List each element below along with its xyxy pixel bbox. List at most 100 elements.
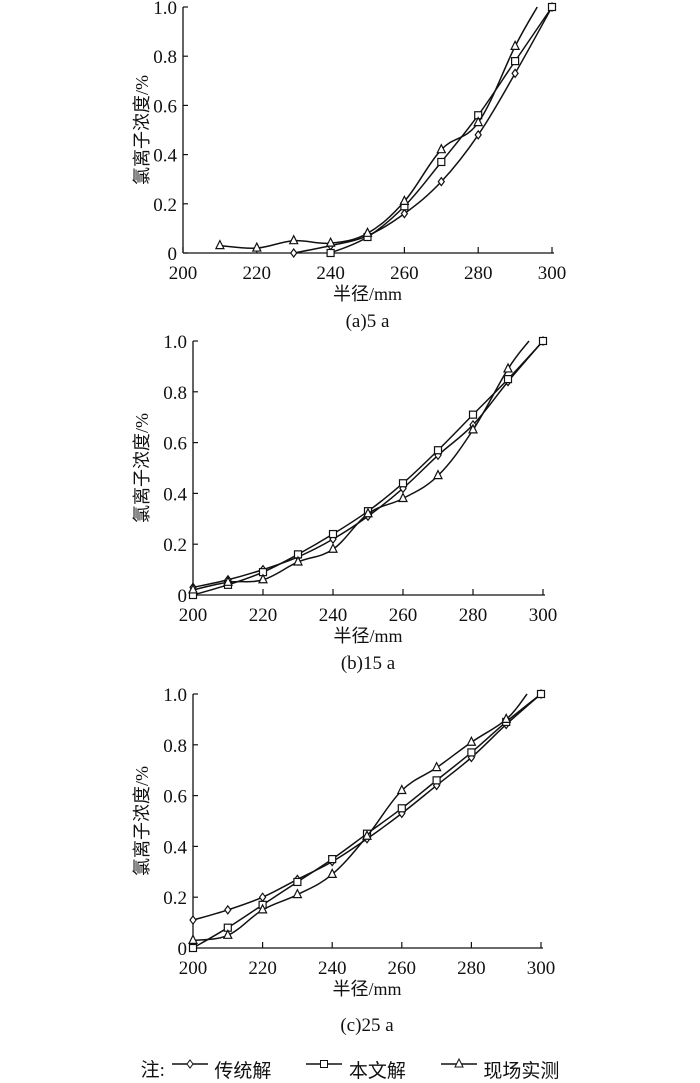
data-point-traditional bbox=[189, 915, 197, 926]
y-tick-label: 0.6 bbox=[163, 787, 187, 808]
y-tick-label: 0 bbox=[178, 939, 188, 960]
x-tick-label: 300 bbox=[527, 958, 556, 979]
data-point-this-paper bbox=[536, 689, 546, 699]
data-point-field-measured bbox=[431, 761, 442, 772]
y-tick-label: 0 bbox=[178, 586, 188, 607]
data-point-this-paper bbox=[538, 336, 548, 346]
chart-panel-3: 200 220 240 260 280 300 0 0.2 0.4 0.6 0.8 1.0 半径/mm (… bbox=[132, 685, 555, 1036]
data-point-this-paper bbox=[433, 446, 443, 455]
data-point-traditional bbox=[511, 68, 519, 79]
data-point-field-measured bbox=[363, 507, 373, 518]
panel-caption: (b)15 a bbox=[341, 653, 396, 674]
chart-panel-2: 200 220 240 260 280 300 0 0.2 0.4 0.6 0.8 1.0 半径/mm (… bbox=[132, 332, 557, 674]
data-point-field-measured bbox=[251, 241, 262, 252]
data-point-field-measured bbox=[362, 226, 373, 237]
y-tick-label: 1.0 bbox=[163, 332, 187, 353]
triangle-marker-icon bbox=[440, 1057, 477, 1068]
data-point-field-measured bbox=[473, 116, 484, 127]
legend-label: 传统解 bbox=[214, 1061, 272, 1083]
series-line-field-measured bbox=[192, 340, 530, 591]
series-line-traditional bbox=[192, 340, 544, 589]
panel-caption: (a)5 a bbox=[346, 311, 390, 332]
y-tick-label: 0.2 bbox=[153, 195, 177, 216]
legend-item-traditional: 传统解 bbox=[170, 1054, 272, 1083]
data-point-this-paper bbox=[328, 529, 338, 539]
x-tick-label: 260 bbox=[390, 263, 419, 284]
data-point-this-paper bbox=[468, 410, 478, 419]
data-point-this-paper bbox=[188, 943, 198, 953]
x-axis-label: 半径/mm bbox=[332, 979, 401, 999]
y-tick-label: 0.6 bbox=[163, 434, 187, 455]
data-point-this-paper bbox=[467, 748, 476, 757]
x-tick-label: 260 bbox=[388, 958, 417, 979]
data-point-this-paper bbox=[437, 157, 446, 167]
data-point-field-measured bbox=[503, 362, 513, 373]
series-line-this-paper bbox=[192, 340, 544, 596]
x-tick-label: 220 bbox=[248, 958, 277, 979]
data-point-traditional bbox=[400, 208, 409, 219]
data-point-this-paper bbox=[511, 57, 520, 66]
data-point-traditional bbox=[289, 248, 298, 258]
data-point-field-measured bbox=[396, 784, 407, 795]
y-axis-label: 氯离子浓度/% bbox=[132, 413, 152, 523]
chart-panel-1: 200 220 240 260 280 300 0 0.2 0.4 0.6 0.8 1.0 半径/mm (… bbox=[132, 0, 566, 332]
data-point-field-measured bbox=[188, 583, 198, 594]
x-tick-label: 220 bbox=[243, 263, 272, 284]
data-point-field-measured bbox=[327, 867, 338, 878]
data-point-field-measured bbox=[292, 888, 303, 899]
data-point-traditional bbox=[258, 892, 267, 903]
square-marker-icon bbox=[306, 1060, 343, 1068]
data-point-this-paper bbox=[293, 877, 302, 887]
data-point-field-measured bbox=[501, 713, 512, 723]
legend-label: 现场实测 bbox=[483, 1061, 560, 1083]
x-tick-label: 200 bbox=[179, 958, 208, 979]
data-point-this-paper bbox=[326, 248, 335, 258]
y-tick-label: 1.0 bbox=[153, 0, 177, 19]
data-point-field-measured bbox=[293, 555, 303, 566]
y-tick-label: 0.8 bbox=[163, 736, 187, 757]
x-axis-label: 半径/mm bbox=[333, 284, 402, 304]
data-point-field-measured bbox=[468, 423, 478, 434]
y-axis-label: 氯离子浓度/% bbox=[132, 766, 152, 876]
y-tick-label: 0.2 bbox=[163, 888, 187, 909]
data-point-field-measured bbox=[188, 934, 198, 944]
series-line-field-measured bbox=[192, 693, 528, 942]
x-tick-label: 240 bbox=[316, 263, 345, 284]
data-point-field-measured bbox=[362, 829, 372, 840]
data-point-field-measured bbox=[288, 234, 299, 245]
series-line-traditional bbox=[192, 693, 542, 921]
data-point-field-measured bbox=[258, 573, 268, 584]
y-tick-label: 0.6 bbox=[153, 96, 177, 117]
data-point-field-measured bbox=[223, 575, 233, 586]
x-tick-label: 240 bbox=[319, 605, 348, 626]
x-tick-label: 200 bbox=[179, 605, 208, 626]
data-point-field-measured bbox=[214, 239, 225, 250]
x-axis-label: 半径/mm bbox=[333, 626, 402, 646]
x-tick-label: 280 bbox=[457, 958, 486, 979]
x-tick-label: 300 bbox=[538, 263, 567, 284]
x-tick-label: 240 bbox=[318, 958, 347, 979]
x-tick-label: 300 bbox=[529, 605, 558, 626]
data-point-field-measured bbox=[510, 40, 521, 50]
data-point-traditional bbox=[224, 904, 232, 915]
data-point-field-measured bbox=[325, 236, 336, 247]
y-tick-label: 0.8 bbox=[153, 47, 177, 68]
data-point-field-measured bbox=[436, 143, 447, 154]
y-tick-label: 0.8 bbox=[163, 383, 187, 404]
x-tick-label: 280 bbox=[459, 605, 488, 626]
data-point-this-paper bbox=[547, 2, 557, 12]
x-tick-label: 280 bbox=[464, 263, 493, 284]
data-point-field-measured bbox=[257, 903, 268, 914]
series-line-this-paper bbox=[330, 6, 553, 254]
panel-caption: (c)25 a bbox=[340, 1015, 394, 1036]
legend-item-this-paper: 本文解 bbox=[304, 1054, 406, 1083]
y-tick-label: 0.4 bbox=[163, 484, 187, 505]
y-tick-label: 0.4 bbox=[163, 837, 187, 858]
data-point-field-measured bbox=[222, 928, 233, 939]
data-point-traditional bbox=[474, 129, 482, 140]
data-point-field-measured bbox=[466, 735, 477, 746]
y-tick-label: 0.2 bbox=[163, 535, 187, 556]
data-point-this-paper bbox=[328, 854, 337, 864]
data-point-field-measured bbox=[433, 469, 443, 480]
